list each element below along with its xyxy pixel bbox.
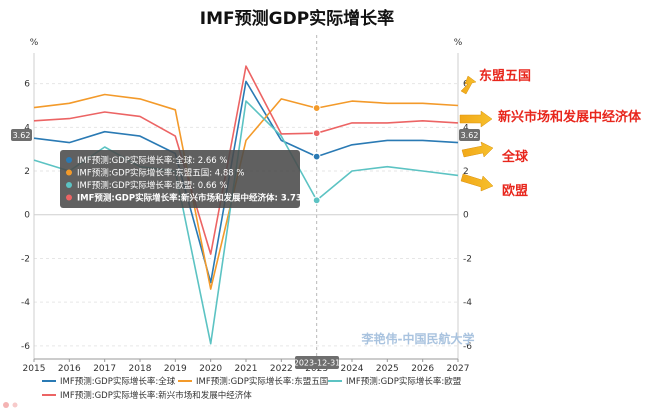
annotation-world: 全球 <box>501 149 529 165</box>
x-tick-label: 2015 <box>23 364 46 374</box>
x-crosshair-badge: 2023-12-31 <box>294 356 341 369</box>
x-crosshair-label: 2023-12-31 <box>294 359 341 368</box>
tooltip-marker-1 <box>66 169 72 176</box>
annotation-arrow-asean <box>460 75 477 95</box>
y-tick-label-left: -2 <box>21 254 30 264</box>
series-line-0 <box>33 80 459 284</box>
y-crosshair-badge-left: 3.62 <box>11 129 32 141</box>
x-tick-label: 2025 <box>376 364 399 374</box>
tooltip-marker-3 <box>66 194 72 201</box>
x-tick-label: 2022 <box>270 364 293 374</box>
y-unit-right: % <box>454 38 463 48</box>
legend-label-2: IMF预测:GDP实际增长率:欧盟 <box>346 376 462 387</box>
y-tick-label-right: -2 <box>463 254 472 264</box>
tooltip-line-1: IMF预测:GDP实际增长率:东盟五国: 4.88 % <box>77 168 245 179</box>
tooltip: IMF预测:GDP实际增长率:全球: 2.66 % IMF预测:GDP实际增长率… <box>60 150 314 208</box>
y-crosshair-label-right: 3.62 <box>461 131 479 140</box>
y-tick-label-right: 4 <box>463 123 469 133</box>
series-line-2 <box>33 100 459 345</box>
x-tick-label: 2026 <box>411 364 434 374</box>
x-tick-label: 2019 <box>164 364 187 374</box>
tooltip-box <box>60 150 300 208</box>
x-tick-label: 2016 <box>58 364 81 374</box>
annotation-eu: 欧盟 <box>502 183 528 199</box>
y-unit-left: % <box>30 38 39 48</box>
active-point-0 <box>312 152 321 161</box>
x-tick-label: 2021 <box>235 364 258 374</box>
legend-label-1: IMF预测:GDP实际增长率:东盟五国 <box>196 376 328 387</box>
annotation-arrow-emerging <box>459 110 493 128</box>
y-tick-label-left: 0 <box>24 211 30 221</box>
tooltip-line-3: IMF预测:GDP实际增长率:新兴市场和发展中经济体: 3.73 % <box>77 193 314 204</box>
series-line-1 <box>33 93 459 290</box>
y-tick-label-left: 4 <box>24 123 30 133</box>
loading-icon <box>3 402 18 408</box>
tooltip-line-0: IMF预测:GDP实际增长率:全球: 2.66 % <box>77 155 228 166</box>
legend: IMF预测:GDP实际增长率:全球 IMF预测:GDP实际增长率:东盟五国 IMF预… <box>42 376 462 401</box>
series-lines <box>33 65 459 345</box>
x-tick-label: 2018 <box>129 364 152 374</box>
y-tick-label-right: 2 <box>463 167 469 177</box>
active-points <box>312 104 321 205</box>
y-tick-label-right: 6 <box>463 80 469 90</box>
y-tick-label-right: -6 <box>463 342 472 352</box>
x-tick-label: 2024 <box>341 364 364 374</box>
y-tick-label-right: -4 <box>463 298 472 308</box>
active-point-2 <box>312 196 321 205</box>
annotation-arrow-eu <box>460 173 494 192</box>
annotation-asean: 东盟五国 <box>479 68 531 84</box>
annotation-arrow-world <box>461 141 494 158</box>
axes: -6 -6 -4 -4 -2 -2 0 0 2 2 4 4 6 6 2015 2016 2017 2018 2019… <box>21 53 472 374</box>
tooltip-line-2: IMF预测:GDP实际增长率:欧盟: 0.66 % <box>77 180 228 191</box>
annotation-emerging: 新兴市场和发展中经济体 <box>498 109 642 125</box>
active-point-3 <box>312 129 321 138</box>
y-tick-label-left: 2 <box>24 167 30 177</box>
x-tick-label: 2020 <box>199 364 222 374</box>
series-line-3 <box>33 65 459 255</box>
active-point-1 <box>312 104 321 112</box>
y-tick-label-left: -4 <box>21 298 30 308</box>
y-tick-label-right: 0 <box>463 211 469 221</box>
y-crosshair-badge-right: 3.62 <box>459 129 480 141</box>
legend-label-0: IMF预测:GDP实际增长率:全球 <box>60 376 176 387</box>
y-tick-label-left: -6 <box>21 342 30 352</box>
watermark: 李艳伟-中国民航大学 <box>361 331 475 346</box>
y-tick-label-left: 6 <box>24 80 30 90</box>
x-tick-label: 2017 <box>93 364 116 374</box>
tooltip-marker-2 <box>66 182 72 188</box>
chart-title: IMF预测GDP实际增长率 <box>200 8 394 29</box>
x-tick-label: 2027 <box>447 364 470 374</box>
y-crosshair-label-left: 3.62 <box>13 131 31 140</box>
legend-label-3: IMF预测:GDP实际增长率:新兴市场和发展中经济体 <box>60 390 252 401</box>
tooltip-marker-0 <box>66 157 72 163</box>
